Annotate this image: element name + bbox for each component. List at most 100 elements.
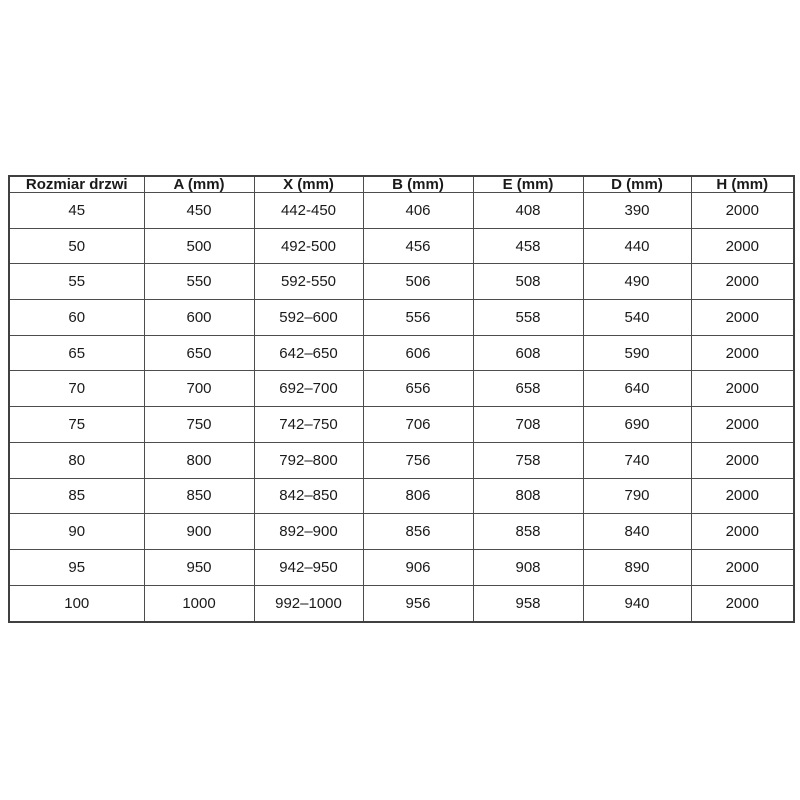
table-cell: 65 <box>8 334 145 372</box>
table-cell: 558 <box>472 299 584 336</box>
table-cell: 900 <box>143 513 255 550</box>
table-cell: 890 <box>582 548 692 586</box>
table-row: 60 600 592–600 556 558 540 2000 <box>8 299 795 336</box>
table-cell: 790 <box>582 477 692 515</box>
table-row: 95 950 942–950 906 908 890 2000 <box>8 548 795 586</box>
table-cell: 842–850 <box>253 477 364 515</box>
table-cell: 658 <box>472 370 584 408</box>
table-cell: 2000 <box>690 299 795 336</box>
table-row: 100 1000 992–1000 956 958 940 2000 <box>8 584 795 623</box>
column-header: Rozmiar drzwi <box>8 175 145 193</box>
column-header: E (mm) <box>472 175 584 193</box>
table-cell: 856 <box>362 513 474 550</box>
table-cell: 892–900 <box>253 513 364 550</box>
table-cell: 500 <box>143 227 255 265</box>
table-cell: 940 <box>582 584 692 623</box>
table-cell: 742–750 <box>253 406 364 443</box>
table-cell: 70 <box>8 370 145 408</box>
table-row: 85 850 842–850 806 808 790 2000 <box>8 477 795 515</box>
table-cell: 806 <box>362 477 474 515</box>
table-cell: 50 <box>8 227 145 265</box>
table-cell: 942–950 <box>253 548 364 586</box>
table-cell: 992–1000 <box>253 584 364 623</box>
table-cell: 808 <box>472 477 584 515</box>
table-cell: 1000 <box>143 584 255 623</box>
table-cell: 590 <box>582 334 692 372</box>
table-cell: 95 <box>8 548 145 586</box>
table-cell: 540 <box>582 299 692 336</box>
table-cell: 792–800 <box>253 441 364 479</box>
table-cell: 650 <box>143 334 255 372</box>
table-cell: 100 <box>8 584 145 623</box>
table-cell: 706 <box>362 406 474 443</box>
table-cell: 592-550 <box>253 263 364 301</box>
column-header: D (mm) <box>582 175 692 193</box>
table-cell: 45 <box>8 192 145 229</box>
table-cell: 556 <box>362 299 474 336</box>
table-cell: 406 <box>362 192 474 229</box>
table-row: 50 500 492-500 456 458 440 2000 <box>8 227 795 265</box>
table-cell: 750 <box>143 406 255 443</box>
table-cell: 958 <box>472 584 584 623</box>
column-header: A (mm) <box>143 175 255 193</box>
table-row: 80 800 792–800 756 758 740 2000 <box>8 441 795 479</box>
table-cell: 508 <box>472 263 584 301</box>
table-cell: 2000 <box>690 477 795 515</box>
table-cell: 442-450 <box>253 192 364 229</box>
table-cell: 85 <box>8 477 145 515</box>
table-cell: 2000 <box>690 227 795 265</box>
table-cell: 756 <box>362 441 474 479</box>
door-size-spec-table: Rozmiar drzwi A (mm) X (mm) B (mm) E (mm) D (… <box>8 175 795 623</box>
table-cell: 75 <box>8 406 145 443</box>
table-cell: 60 <box>8 299 145 336</box>
table-cell: 456 <box>362 227 474 265</box>
table-row: 65 650 642–650 606 608 590 2000 <box>8 334 795 372</box>
table-row: 55 550 592-550 506 508 490 2000 <box>8 263 795 301</box>
table-cell: 390 <box>582 192 692 229</box>
table-cell: 2000 <box>690 192 795 229</box>
table-cell: 858 <box>472 513 584 550</box>
table-cell: 850 <box>143 477 255 515</box>
table-cell: 690 <box>582 406 692 443</box>
column-header: H (mm) <box>690 175 795 193</box>
table-cell: 700 <box>143 370 255 408</box>
column-header: X (mm) <box>253 175 364 193</box>
table-cell: 458 <box>472 227 584 265</box>
table-cell: 55 <box>8 263 145 301</box>
table-cell: 2000 <box>690 263 795 301</box>
table-cell: 950 <box>143 548 255 586</box>
table-cell: 740 <box>582 441 692 479</box>
table-cell: 2000 <box>690 406 795 443</box>
table-cell: 592–600 <box>253 299 364 336</box>
table-cell: 450 <box>143 192 255 229</box>
table-row: 45 450 442-450 406 408 390 2000 <box>8 192 795 229</box>
table-cell: 2000 <box>690 548 795 586</box>
table-cell: 708 <box>472 406 584 443</box>
table-cell: 606 <box>362 334 474 372</box>
table-cell: 608 <box>472 334 584 372</box>
table-cell: 2000 <box>690 334 795 372</box>
table-cell: 956 <box>362 584 474 623</box>
table-cell: 2000 <box>690 441 795 479</box>
column-header: B (mm) <box>362 175 474 193</box>
table-cell: 90 <box>8 513 145 550</box>
table-cell: 640 <box>582 370 692 408</box>
table-cell: 2000 <box>690 513 795 550</box>
table-cell: 908 <box>472 548 584 586</box>
table-cell: 656 <box>362 370 474 408</box>
table-cell: 758 <box>472 441 584 479</box>
table-cell: 408 <box>472 192 584 229</box>
table-cell: 642–650 <box>253 334 364 372</box>
table-cell: 2000 <box>690 584 795 623</box>
table-row: 70 700 692–700 656 658 640 2000 <box>8 370 795 408</box>
header-row: Rozmiar drzwi A (mm) X (mm) B (mm) E (mm) D (… <box>8 175 795 193</box>
table-cell: 506 <box>362 263 474 301</box>
table-cell: 600 <box>143 299 255 336</box>
table-cell: 906 <box>362 548 474 586</box>
table-cell: 440 <box>582 227 692 265</box>
table-row: 75 750 742–750 706 708 690 2000 <box>8 406 795 443</box>
table-cell: 800 <box>143 441 255 479</box>
table-cell: 840 <box>582 513 692 550</box>
table-cell: 492-500 <box>253 227 364 265</box>
